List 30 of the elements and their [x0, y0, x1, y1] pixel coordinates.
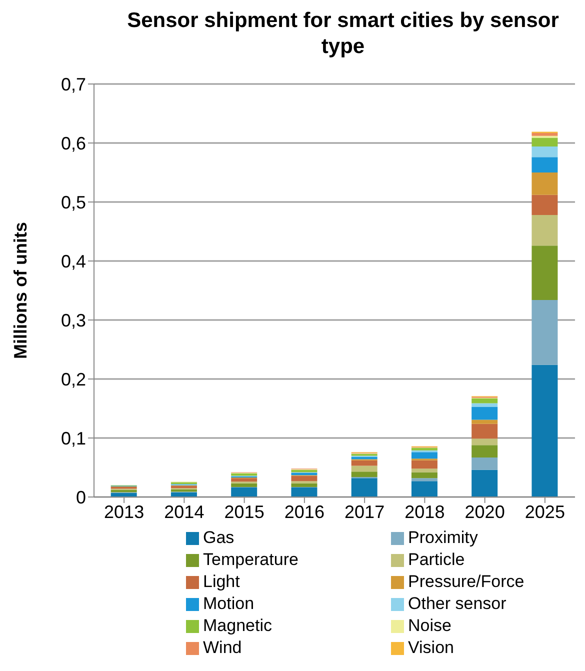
- legend-label: Temperature: [203, 549, 298, 571]
- x-tick-label: 2013: [104, 502, 144, 522]
- y-tick-label: 0,5: [60, 192, 86, 212]
- x-tick-label: 2017: [344, 502, 385, 522]
- y-tick-label: 0,7: [60, 74, 86, 94]
- y-tick-label: 0,6: [60, 133, 86, 154]
- x-tick-label: 2016: [284, 502, 324, 522]
- legend-label: Magnetic: [203, 615, 272, 637]
- x-tick-label: 2015: [224, 502, 264, 522]
- legend-label: Pressure/Force: [408, 571, 524, 593]
- y-tick-label: 0,4: [60, 251, 86, 272]
- legend-label: Gas: [203, 527, 234, 549]
- legend-label: Other sensor: [408, 593, 506, 615]
- legend-label: Particle: [408, 549, 465, 571]
- x-tick-label: 2018: [404, 502, 445, 522]
- y-tick-label: 0,2: [60, 369, 86, 390]
- legend-label: Noise: [408, 615, 452, 637]
- y-tick-label: 0: [76, 487, 86, 508]
- legend-label: Proximity: [408, 527, 478, 549]
- chart-title: Sensor shipment for smart cities by sensor type: [126, 8, 560, 60]
- y-tick-label: 0,3: [60, 310, 86, 330]
- legend-label: Light: [203, 571, 240, 593]
- x-tick-label: 2020: [464, 502, 505, 522]
- legend-label: Vision: [408, 637, 454, 659]
- legend-label: Motion: [203, 593, 254, 615]
- y-axis-title: Millions of units: [10, 222, 30, 359]
- y-tick-label: 0,1: [60, 428, 86, 448]
- legend-label: Wind: [203, 637, 242, 659]
- x-tick-label: 2014: [164, 502, 204, 522]
- x-tick-label: 2025: [524, 502, 565, 522]
